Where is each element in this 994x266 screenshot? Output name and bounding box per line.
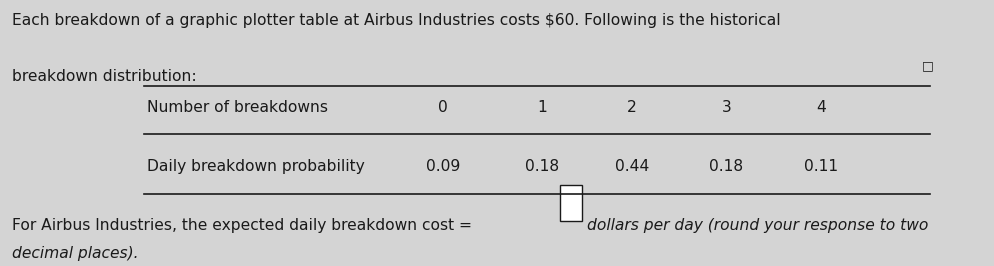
- Text: 0.18: 0.18: [525, 159, 559, 174]
- Text: breakdown distribution:: breakdown distribution:: [12, 69, 197, 84]
- Text: Each breakdown of a graphic plotter table at Airbus Industries costs $60. Follow: Each breakdown of a graphic plotter tabl…: [12, 13, 779, 28]
- Text: For Airbus Industries, the expected daily breakdown cost =: For Airbus Industries, the expected dail…: [12, 218, 476, 233]
- Text: 0.44: 0.44: [614, 159, 648, 174]
- Text: Daily breakdown probability: Daily breakdown probability: [147, 159, 365, 174]
- FancyBboxPatch shape: [560, 185, 581, 221]
- Text: decimal places).: decimal places).: [12, 246, 138, 261]
- Text: dollars per day (round your response to two: dollars per day (round your response to …: [586, 218, 927, 233]
- Text: 2: 2: [626, 100, 636, 115]
- Text: 0.18: 0.18: [709, 159, 743, 174]
- Text: 3: 3: [721, 100, 731, 115]
- Text: 0.09: 0.09: [425, 159, 459, 174]
- Text: 4: 4: [815, 100, 825, 115]
- Text: 0: 0: [437, 100, 447, 115]
- Text: 1: 1: [537, 100, 547, 115]
- Text: 0.11: 0.11: [803, 159, 837, 174]
- Text: □: □: [920, 59, 932, 72]
- Text: Number of breakdowns: Number of breakdowns: [147, 100, 328, 115]
